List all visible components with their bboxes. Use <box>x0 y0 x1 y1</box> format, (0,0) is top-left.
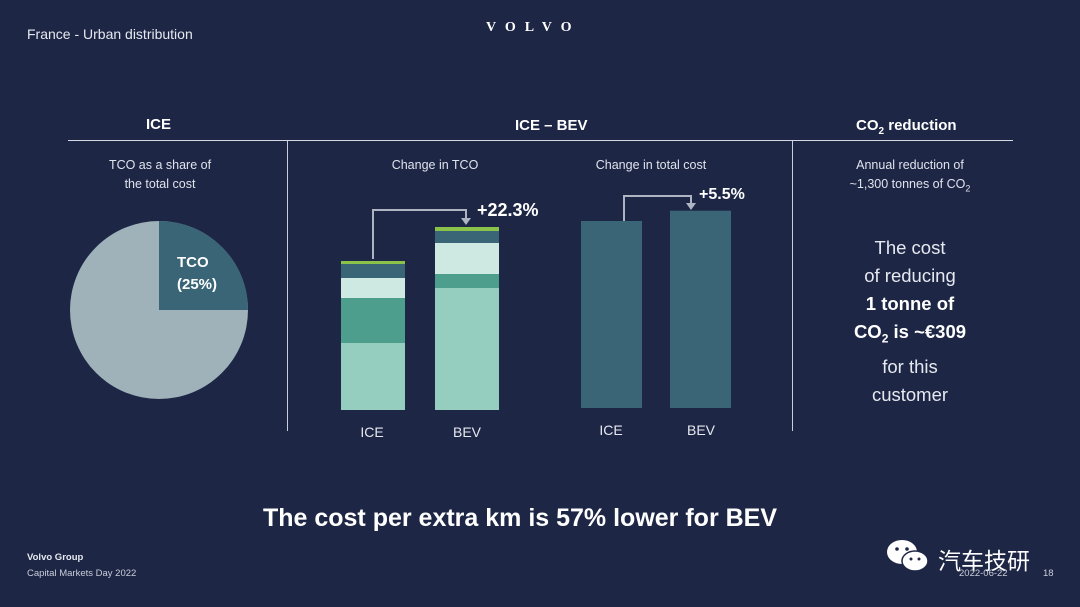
co2-cost-statement: The cost of reducing 1 tonne of CO2 is ~… <box>810 234 1010 409</box>
ice-subtitle-line2: the total cost <box>124 177 196 191</box>
co2-statement-line4: CO2 is ~€309 <box>853 321 967 346</box>
wechat-icon <box>887 540 929 572</box>
tco-change-arrow <box>372 209 467 259</box>
tco-bar-ice-segment-lime <box>341 261 405 264</box>
tco-bar-bev-segment-green <box>435 274 499 288</box>
tco-bar-ice-segment-dark <box>341 264 405 278</box>
pie-slice-tco <box>159 221 248 310</box>
total-change-arrowhead <box>686 203 696 210</box>
tco-bar-ice-segment-base <box>341 343 405 410</box>
header-rule <box>68 140 1013 141</box>
total-axis-label-ice: ICE <box>599 422 622 438</box>
total-axis-label-bev: BEV <box>687 422 716 438</box>
tco-share-pie-chart: TCO (25%) <box>70 221 248 399</box>
co2-header-prefix: CO <box>856 117 879 134</box>
ice-header: ICE <box>146 116 172 133</box>
co2-subtitle: Annual reduction of ~1,300 tonnes of CO2 <box>820 156 1000 199</box>
co2-header-sub: 2 <box>878 126 885 137</box>
tco-bar-bev-segment-base <box>435 288 499 410</box>
tco-axis-label-bev: BEV <box>453 424 482 440</box>
total-change-label: +5.5% <box>699 186 745 203</box>
breadcrumb: France - Urban distribution <box>27 26 193 42</box>
watermark-text: 汽车技研 <box>938 549 1030 575</box>
total-cost-bar-bev <box>670 210 731 408</box>
footer-event: Capital Markets Day 2022 <box>27 568 137 579</box>
co2-subtitle-line2: ~1,300 tonnes of CO2 <box>849 177 971 194</box>
tco-bar-bev-segment-pale <box>435 243 499 274</box>
tco-bar-ice-segment-green <box>341 298 405 343</box>
ice-subtitle-line1: TCO as a share of <box>108 158 212 172</box>
ice-subtitle: TCO as a share of the total cost <box>80 156 240 194</box>
ice-bev-header: ICE – BEV <box>515 117 588 134</box>
co2-statement-line2: of reducing <box>864 265 956 286</box>
headline: The cost per extra km is 57% lower for B… <box>262 504 778 532</box>
tco-change-label: +22.3% <box>477 200 539 220</box>
tco-bar-bev-segment-dark <box>435 231 499 243</box>
footer-date: 2022-06-22 <box>959 568 1008 579</box>
tco-bar-bev-segment-lime <box>435 227 499 231</box>
total-cost-bar-ice <box>581 221 642 408</box>
co2-reduction-header: CO2 reduction <box>856 117 957 137</box>
pie-slice-label-line2: (25%) <box>177 276 217 293</box>
co2-statement-line5: for this <box>882 355 938 377</box>
total-cost-subtitle: Change in total cost <box>595 158 707 172</box>
column-divider-left <box>287 141 288 431</box>
co2-statement-line6: customer <box>871 383 949 405</box>
volvo-logo: VOLVO <box>486 20 581 35</box>
total-change-arrow <box>623 195 692 221</box>
column-divider-right <box>792 141 793 431</box>
pie-slice-label-line1: TCO <box>177 254 209 271</box>
tco-axis-label-ice: ICE <box>360 424 383 440</box>
co2-statement-line3: 1 tonne of <box>865 293 955 314</box>
tco-bar-ice-segment-pale <box>341 278 405 298</box>
footer-company: Volvo Group <box>27 552 84 563</box>
footer-page-number: 18 <box>1043 568 1054 579</box>
co2-subtitle-line1: Annual reduction of <box>856 158 964 172</box>
tco-change-arrowhead <box>461 218 471 225</box>
tco-change-stacked-bar-chart: +22.3% ICE BEV <box>341 200 539 440</box>
co2-statement-line1: The cost <box>874 237 946 258</box>
co2-header-suffix: reduction <box>884 117 957 134</box>
tco-change-subtitle: Change in TCO <box>391 158 479 172</box>
total-cost-bar-chart: +5.5% ICE BEV <box>581 186 745 438</box>
